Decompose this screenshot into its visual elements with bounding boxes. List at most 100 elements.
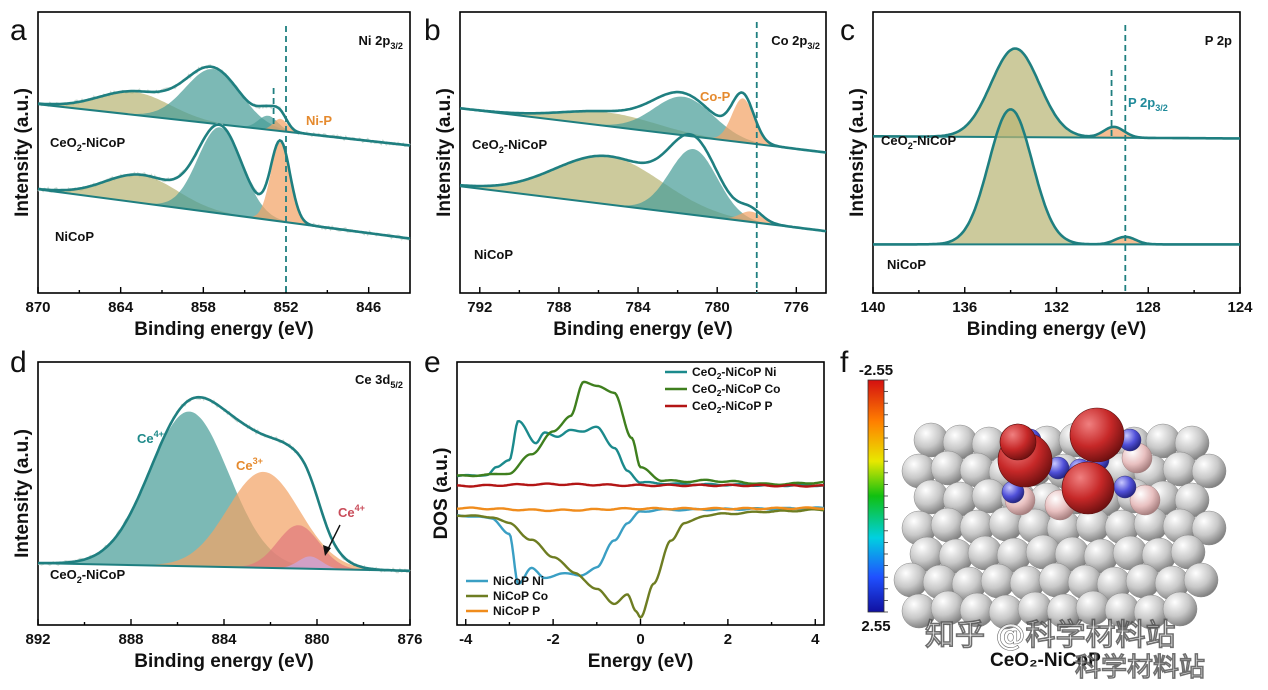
cluster-large-atom	[999, 423, 1037, 461]
baseline-line	[37, 562, 411, 572]
y-axis-label: Intensity (a.u.)	[434, 88, 455, 217]
x-tick-label: 870	[25, 299, 50, 316]
fitted-peak-orange	[460, 98, 826, 153]
x-tick-label: -4	[459, 631, 473, 648]
x-tick-label: 136	[952, 299, 977, 316]
fitted-peak-olive	[873, 48, 1240, 139]
surface-atom	[1129, 484, 1161, 516]
fitted-peak-olive	[38, 91, 410, 146]
ce3-label-part: 3+	[253, 456, 263, 466]
panel-a: 870 864 858 852 846 Binding energy (eV) Intens…	[12, 11, 411, 340]
x-tick-label: -2	[546, 631, 559, 648]
panel-d: 892 888 884 880 876 Binding energy (eV) Intens…	[12, 361, 423, 672]
plot-frame	[37, 11, 411, 294]
legend-label: CeO2-NiCoP Ni	[692, 365, 776, 381]
sample-label-nicop: NiCoP	[55, 229, 94, 244]
sample-label-nicop: NiCoP	[887, 257, 926, 272]
x-axis-label: Binding energy (eV)	[134, 319, 313, 340]
colorbar	[867, 379, 885, 613]
cluster-large-atom	[1069, 407, 1125, 463]
panel-letter-a: a	[10, 14, 27, 47]
sample-label-nicop: NiCoP	[474, 247, 513, 262]
x-tick-label: 780	[705, 299, 730, 316]
x-tick-label: 858	[191, 299, 216, 316]
colorbar-bottom-label: 2.55	[861, 618, 890, 635]
x-tick-label: 2	[724, 631, 732, 648]
sample-label-ceo2-nicop: CeO2-NiCoP	[50, 567, 125, 585]
legend-label: CeO2-NiCoP P	[692, 399, 772, 415]
dos-line-1	[456, 380, 825, 486]
x-tick-label: 788	[546, 299, 571, 316]
ni-p-annotation-part: Ni-P	[306, 113, 332, 128]
panel-title: Ce 3d5/2	[355, 372, 403, 390]
sample-label-ceo2-nicop-part: CeO	[472, 137, 499, 152]
sample-label-nicop-part: NiCoP	[887, 257, 926, 272]
x-tick-label: 132	[1044, 299, 1069, 316]
slab-atom	[1162, 591, 1198, 627]
ni-p-annotation: Ni-P	[306, 113, 332, 128]
panel-title-part: Ce 3d	[355, 372, 390, 387]
legend-label-part: 2	[717, 405, 722, 415]
sample-label-ceo2-nicop-part: 2	[499, 145, 504, 155]
baseline-line	[459, 185, 827, 233]
panel-letter-f: f	[840, 346, 849, 379]
legend-label: NiCoP P	[493, 604, 540, 618]
co-p-annotation-part: Co-P	[700, 89, 731, 104]
sample-label-ceo2-nicop-part: 2	[908, 141, 913, 151]
panel-title: P 2p	[1205, 33, 1232, 48]
sample-label-ceo2-nicop-part: -NiCoP	[82, 135, 126, 150]
panel-title: Ni 2p3/2	[359, 33, 403, 51]
fitted-peak-violet	[38, 556, 410, 571]
y-axis-label: Intensity (a.u.)	[12, 88, 33, 217]
x-tick-label: 852	[273, 299, 298, 316]
p2p-annotation: P 2p3/2	[1128, 95, 1168, 113]
ce4-label-2: Ce4+	[338, 503, 365, 520]
x-tick-label: 892	[25, 631, 50, 648]
x-tick-label: 784	[626, 299, 652, 316]
ce4-label-2-part: 4+	[355, 503, 365, 513]
fitted-peak-olive	[38, 174, 410, 239]
panel-letter-e: e	[424, 346, 441, 379]
panel-c: 140 136 132 128 124 Binding energy (eV) Intens…	[847, 11, 1253, 340]
sample-label-ceo2-nicop-part: -NiCoP	[504, 137, 548, 152]
ce4-label-1-part: 4+	[154, 429, 164, 439]
x-axis-label: Energy (eV)	[588, 651, 694, 672]
slab-atom	[1183, 562, 1219, 598]
x-tick-label: 124	[1227, 299, 1253, 316]
envelope-line	[459, 132, 827, 233]
baseline-line	[37, 188, 411, 240]
x-tick-label: 140	[860, 299, 885, 316]
x-tick-label: 888	[118, 631, 143, 648]
dos-line-4	[456, 508, 825, 620]
baseline-line	[872, 135, 1241, 140]
co-p-annotation: Co-P	[700, 89, 731, 104]
x-axis-label: Binding energy (eV)	[553, 319, 732, 340]
ce4-arrow-head	[323, 545, 331, 556]
sample-label-ceo2-nicop-part: CeO	[50, 135, 77, 150]
panel-title-part: Ni 2p	[359, 33, 391, 48]
x-tick-label: 864	[108, 299, 134, 316]
y-axis-label: DOS (a.u.)	[431, 448, 452, 540]
dos-line-3	[456, 506, 825, 585]
colorbar-top-label: -2.55	[859, 362, 893, 379]
dos-line-5	[457, 506, 825, 513]
panel-title: Co 2p3/2	[771, 33, 820, 51]
sample-label-nicop-part: NiCoP	[474, 247, 513, 262]
legend-label-part: -NiCoP Co	[721, 382, 780, 396]
plot-frame	[872, 11, 1241, 294]
ce3-label: Ce3+	[236, 456, 263, 473]
sample-label-ceo2-nicop-part: 2	[77, 575, 82, 585]
panel-letter-d: d	[10, 346, 27, 379]
panel-b: 792 788 784 780 776 Binding energy (eV) Intens…	[434, 11, 827, 340]
sample-label-ceo2-nicop-part: CeO	[881, 133, 908, 148]
ce4-label-2-part: Ce	[338, 505, 355, 520]
plot-frame	[459, 11, 827, 294]
baseline-line	[37, 103, 411, 147]
ce4-label-1: Ce4+	[137, 429, 164, 446]
panel-title-part: 3/2	[807, 41, 820, 51]
envelope-line	[459, 90, 827, 154]
panel-title-part: 3/2	[390, 41, 403, 51]
panel-letter-b: b	[424, 14, 441, 47]
panel-letter-c: c	[840, 14, 855, 47]
